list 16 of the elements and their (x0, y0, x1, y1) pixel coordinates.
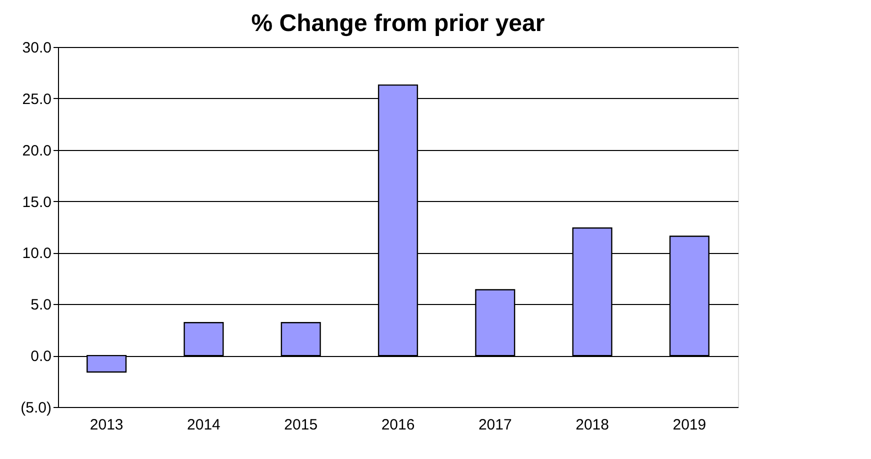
x-tick-label: 2015 (284, 416, 318, 434)
y-tick-label: 0.0 (30, 348, 52, 366)
y-tick-label: 15.0 (22, 194, 52, 211)
x-tick-label: 2019 (672, 416, 706, 434)
y-tick-label: 10.0 (22, 245, 52, 262)
y-tick-label: 25.0 (22, 90, 52, 108)
x-tick-label: 2018 (576, 416, 609, 434)
x-tick-label: 2014 (187, 416, 220, 434)
y-tick-label: 5.0 (30, 296, 52, 314)
x-tick-label: 2017 (478, 416, 512, 434)
x-tick-label: 2013 (90, 416, 124, 434)
chart-title: % Change from prior year (251, 10, 545, 37)
y-tick-label: (5.0) (20, 400, 52, 416)
y-tick-label: 30.0 (22, 40, 52, 56)
y-tick-label: 20.0 (22, 142, 52, 160)
x-tick-label: 2016 (381, 416, 415, 434)
